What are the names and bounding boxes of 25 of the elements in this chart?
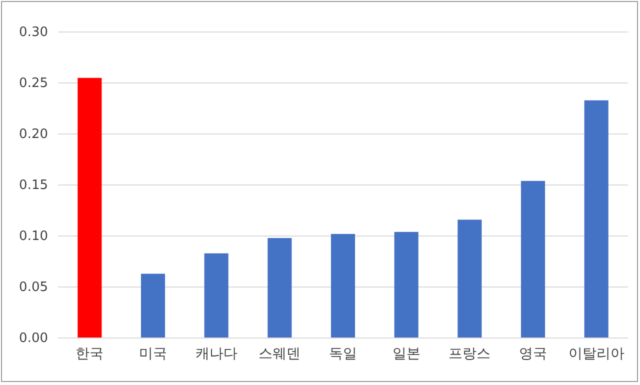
x-tick-label: 스웨덴 [258, 346, 301, 362]
x-tick-label: 독일 [329, 346, 357, 362]
bar [584, 100, 608, 338]
y-tick-label: 0.20 [19, 127, 48, 142]
y-tick-label: 0.15 [19, 178, 48, 194]
y-tick-label: 0.30 [19, 25, 48, 40]
y-tick-label: 0.25 [19, 76, 48, 92]
y-tick-label: 0.05 [19, 280, 48, 296]
x-tick-label: 프랑스 [448, 346, 491, 362]
x-tick-label: 한국 [76, 346, 104, 362]
y-tick-label: 0.00 [19, 331, 48, 346]
x-tick-label: 캐나다 [195, 346, 238, 362]
x-tick-label: 미국 [139, 346, 167, 362]
x-tick-label: 영국 [519, 346, 547, 362]
bar [330, 234, 356, 338]
bar [394, 232, 418, 338]
bar [268, 238, 292, 338]
bar [204, 253, 228, 338]
x-tick-label: 이탈리아 [568, 346, 624, 362]
bar [458, 220, 482, 338]
y-tick-label: 0.10 [19, 229, 48, 244]
bar [78, 78, 102, 338]
bar [520, 180, 546, 338]
bar [140, 274, 166, 338]
x-tick-label: 일본 [392, 346, 420, 362]
